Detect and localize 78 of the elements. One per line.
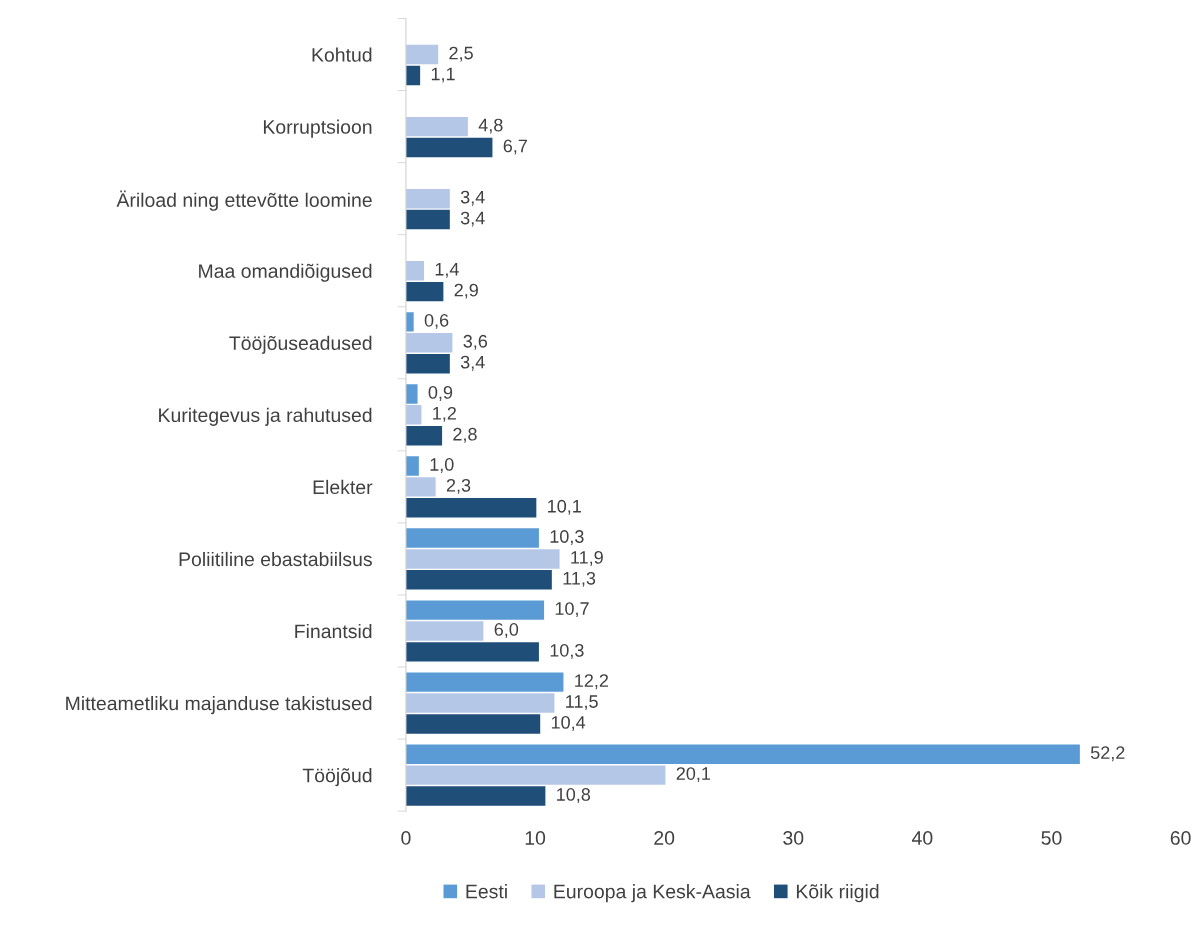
- data-label: 10,4: [551, 716, 586, 731]
- bar: [405, 714, 541, 734]
- data-label: 3,4: [460, 211, 485, 227]
- y-tick-label: Kuritegevus ja rahutused: [159, 407, 372, 426]
- bar: [405, 672, 564, 692]
- data-label: 2,8: [453, 427, 477, 443]
- bar: [405, 333, 453, 353]
- bar: [405, 621, 484, 641]
- legend-label: Euroopa ja Kesk-Aasia: [554, 884, 751, 903]
- data-label: 3,4: [460, 190, 485, 206]
- x-tick-label: 40: [912, 831, 933, 845]
- bar: [405, 693, 555, 713]
- x-tick-label: 20: [654, 831, 675, 845]
- bar: [405, 765, 666, 785]
- bar: [405, 744, 1080, 764]
- data-label: 1,4: [435, 262, 459, 278]
- x-tick-label: 50: [1041, 831, 1062, 845]
- y-tick-label: Tööjõuseadused: [229, 335, 372, 354]
- data-label: 20,1: [676, 767, 711, 783]
- data-label: 1,2: [433, 406, 456, 422]
- bar: [405, 312, 414, 332]
- data-label: 10,7: [555, 602, 589, 618]
- y-tick-label: Äriload ning ettevõtte loomine: [116, 190, 372, 211]
- bar: [405, 353, 450, 374]
- x-tick-label: 30: [783, 831, 804, 845]
- bar: [405, 426, 443, 446]
- y-tick-label: Elekter: [313, 479, 373, 495]
- data-label: 10,3: [550, 643, 584, 659]
- data-label: 11,5: [566, 695, 598, 711]
- bar: [405, 261, 425, 281]
- data-label: 10,3: [550, 530, 584, 546]
- legend-label: Kõik riigid: [796, 884, 879, 903]
- y-tick-label: Finantsid: [295, 623, 372, 639]
- bar: [405, 600, 545, 620]
- data-label: 0,9: [428, 386, 453, 401]
- data-label: 2,5: [449, 46, 473, 62]
- bar: [405, 209, 450, 230]
- data-label: 10,8: [557, 788, 591, 803]
- data-label: 2,9: [454, 283, 478, 299]
- data-label: 3,6: [463, 334, 488, 350]
- bar: [405, 456, 419, 476]
- bar: [405, 570, 552, 590]
- data-label: 4,8: [478, 118, 503, 134]
- data-label: 6,0: [494, 623, 519, 638]
- bar: [405, 477, 436, 497]
- bar: [405, 642, 539, 662]
- legend-label: Eesti: [466, 884, 507, 899]
- data-label: 10,1: [548, 499, 581, 515]
- bar: [405, 116, 468, 137]
- y-tick-label: Mitteametliku majanduse takistused: [66, 696, 372, 715]
- bar: [405, 528, 539, 548]
- bar: [405, 44, 439, 65]
- bar: [405, 137, 493, 158]
- data-label: 52,2: [1090, 746, 1125, 762]
- bar: [405, 405, 422, 425]
- data-label: 11,3: [563, 571, 596, 587]
- y-tick-label: Kohtud: [312, 47, 372, 62]
- x-tick-label: 60: [1170, 831, 1191, 845]
- data-label: 6,7: [503, 139, 527, 155]
- x-tick-label: 0: [401, 831, 411, 845]
- data-label: 0,6: [424, 313, 449, 329]
- data-label: 2,3: [446, 478, 471, 494]
- x-tick-label: 10: [525, 831, 546, 845]
- bar: [405, 786, 546, 806]
- data-label: 1,0: [430, 458, 454, 473]
- data-label: 1,1: [431, 67, 455, 83]
- data-label: 12,2: [575, 674, 609, 690]
- data-label: 11,9: [571, 551, 603, 566]
- bar: [405, 281, 444, 302]
- bar: [405, 188, 450, 209]
- y-tick-label: Maa omandiõigused: [199, 263, 372, 282]
- bar: [405, 384, 418, 404]
- y-tick-label: Korruptsioon: [263, 119, 372, 138]
- y-tick-label: Tööjõud: [302, 768, 372, 787]
- bar: [405, 549, 560, 569]
- y-tick-label: Poliitiline ebastabiilsus: [179, 551, 372, 567]
- data-label: 3,4: [460, 355, 485, 371]
- bar: [405, 498, 537, 518]
